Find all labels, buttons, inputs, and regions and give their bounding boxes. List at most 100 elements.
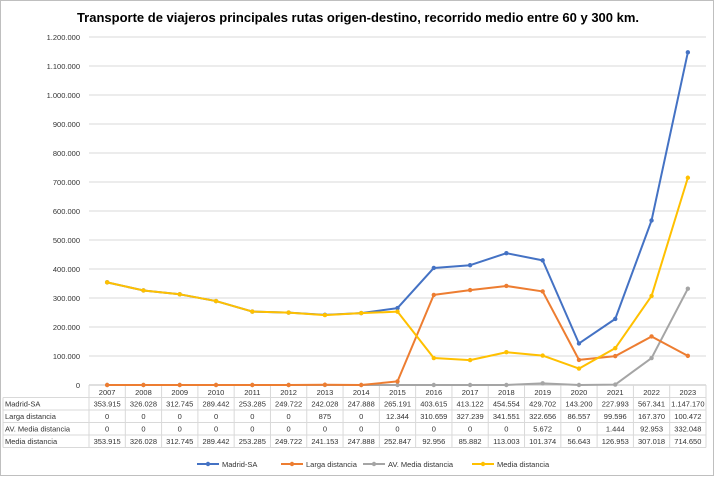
data-point xyxy=(685,50,691,55)
y-tick-label: 100.000 xyxy=(53,352,80,361)
table-cell: 0 xyxy=(359,412,363,421)
series-line-madrid-sa xyxy=(106,52,689,345)
x-tick-label: 2016 xyxy=(425,388,442,397)
data-point xyxy=(467,262,473,268)
table-cell: 413.122 xyxy=(457,400,484,409)
table-cell: 126.953 xyxy=(602,437,629,446)
legend-label: AV. Media distancia xyxy=(388,460,454,469)
table-cell: 0 xyxy=(105,425,109,434)
data-point xyxy=(322,382,328,387)
table-cell: 249.722 xyxy=(275,400,302,409)
y-tick-label: 600.000 xyxy=(53,207,80,216)
data-point xyxy=(649,218,654,223)
x-tick-label: 2019 xyxy=(534,388,551,397)
y-tick-label: 500.000 xyxy=(53,236,80,245)
data-point xyxy=(431,292,436,298)
table-cell: 99.596 xyxy=(604,412,627,421)
data-point xyxy=(104,280,110,285)
x-tick-label: 2017 xyxy=(462,388,479,397)
data-point xyxy=(504,283,509,289)
data-point xyxy=(177,382,182,388)
table-cell: 0 xyxy=(214,412,218,421)
data-point xyxy=(467,357,473,363)
table-cell: 0 xyxy=(178,412,182,421)
x-tick-label: 2013 xyxy=(317,388,334,397)
data-point xyxy=(576,366,582,371)
table-cell: 0 xyxy=(359,425,363,434)
data-point xyxy=(359,310,364,316)
data-point xyxy=(649,355,654,361)
table-cell: 247.888 xyxy=(348,437,375,446)
table-cell: 341.551 xyxy=(493,412,520,421)
data-point xyxy=(613,353,618,359)
y-tick-label: 800.000 xyxy=(53,149,80,158)
table-cell: 100.472 xyxy=(674,412,701,421)
table-cell: 326.028 xyxy=(130,437,157,446)
y-tick-label: 0 xyxy=(76,381,80,390)
data-point xyxy=(395,382,400,388)
y-tick-label: 700.000 xyxy=(53,178,80,187)
legend-label: Larga distancia xyxy=(306,460,358,469)
table-cell: 101.374 xyxy=(529,437,556,446)
data-point xyxy=(613,345,618,351)
data-point xyxy=(685,353,691,359)
table-cell: 0 xyxy=(432,425,436,434)
table-cell: 12.344 xyxy=(386,412,409,421)
table-cell: 429.702 xyxy=(529,400,556,409)
table-cell: 56.643 xyxy=(567,437,590,446)
table-cell: 242.028 xyxy=(311,400,338,409)
x-tick-label: 2010 xyxy=(208,388,225,397)
table-cell: 403.615 xyxy=(420,400,447,409)
data-point xyxy=(467,382,473,388)
data-point xyxy=(685,286,691,291)
y-tick-label: 1.000.000 xyxy=(47,91,80,100)
data-point xyxy=(250,309,255,314)
table-cell: 567.341 xyxy=(638,400,665,409)
table-cell: 875 xyxy=(319,412,332,421)
data-point xyxy=(576,382,582,388)
table-cell: 332.048 xyxy=(674,425,701,434)
y-tick-label: 900.000 xyxy=(53,120,80,129)
data-point xyxy=(177,292,182,297)
x-tick-label: 2014 xyxy=(353,388,370,397)
data-point xyxy=(540,258,545,263)
y-tick-label: 300.000 xyxy=(53,294,80,303)
table-cell: 0 xyxy=(141,425,145,434)
data-point xyxy=(576,357,582,363)
x-tick-label: 2008 xyxy=(135,388,152,397)
table-series-label: AV. Media distancia xyxy=(5,425,71,434)
table-series-label: Media distancia xyxy=(5,437,58,446)
data-point xyxy=(395,379,400,384)
data-point xyxy=(431,265,436,271)
table-cell: 5.672 xyxy=(533,425,552,434)
table-series-label: Madrid-SA xyxy=(5,400,40,409)
data-point xyxy=(431,355,436,361)
y-tick-label: 1.200.000 xyxy=(47,33,80,42)
x-tick-label: 2009 xyxy=(171,388,188,397)
table-cell: 326.028 xyxy=(130,400,157,409)
data-point xyxy=(613,382,618,387)
data-point xyxy=(286,382,291,388)
data-point xyxy=(467,287,473,293)
table-cell: 307.018 xyxy=(638,437,665,446)
data-point xyxy=(395,305,400,311)
legend-label: Media distancia xyxy=(497,460,550,469)
table-cell: 0 xyxy=(105,412,109,421)
table-cell: 249.722 xyxy=(275,437,302,446)
table-cell: 454.554 xyxy=(493,400,520,409)
table-cell: 85.882 xyxy=(459,437,482,446)
table-cell: 0 xyxy=(468,425,472,434)
table-cell: 289.442 xyxy=(202,437,229,446)
x-tick-label: 2011 xyxy=(244,388,260,397)
y-tick-label: 1.100.000 xyxy=(47,62,80,71)
table-cell: 0 xyxy=(504,425,508,434)
table-cell: 714.650 xyxy=(674,437,701,446)
table-cell: 353.915 xyxy=(94,400,121,409)
table-cell: 0 xyxy=(250,425,254,434)
table-cell: 0 xyxy=(395,425,399,434)
table-cell: 227.993 xyxy=(602,400,629,409)
legend-marker xyxy=(289,461,295,467)
table-cell: 265.191 xyxy=(384,400,411,409)
data-point xyxy=(504,250,509,256)
